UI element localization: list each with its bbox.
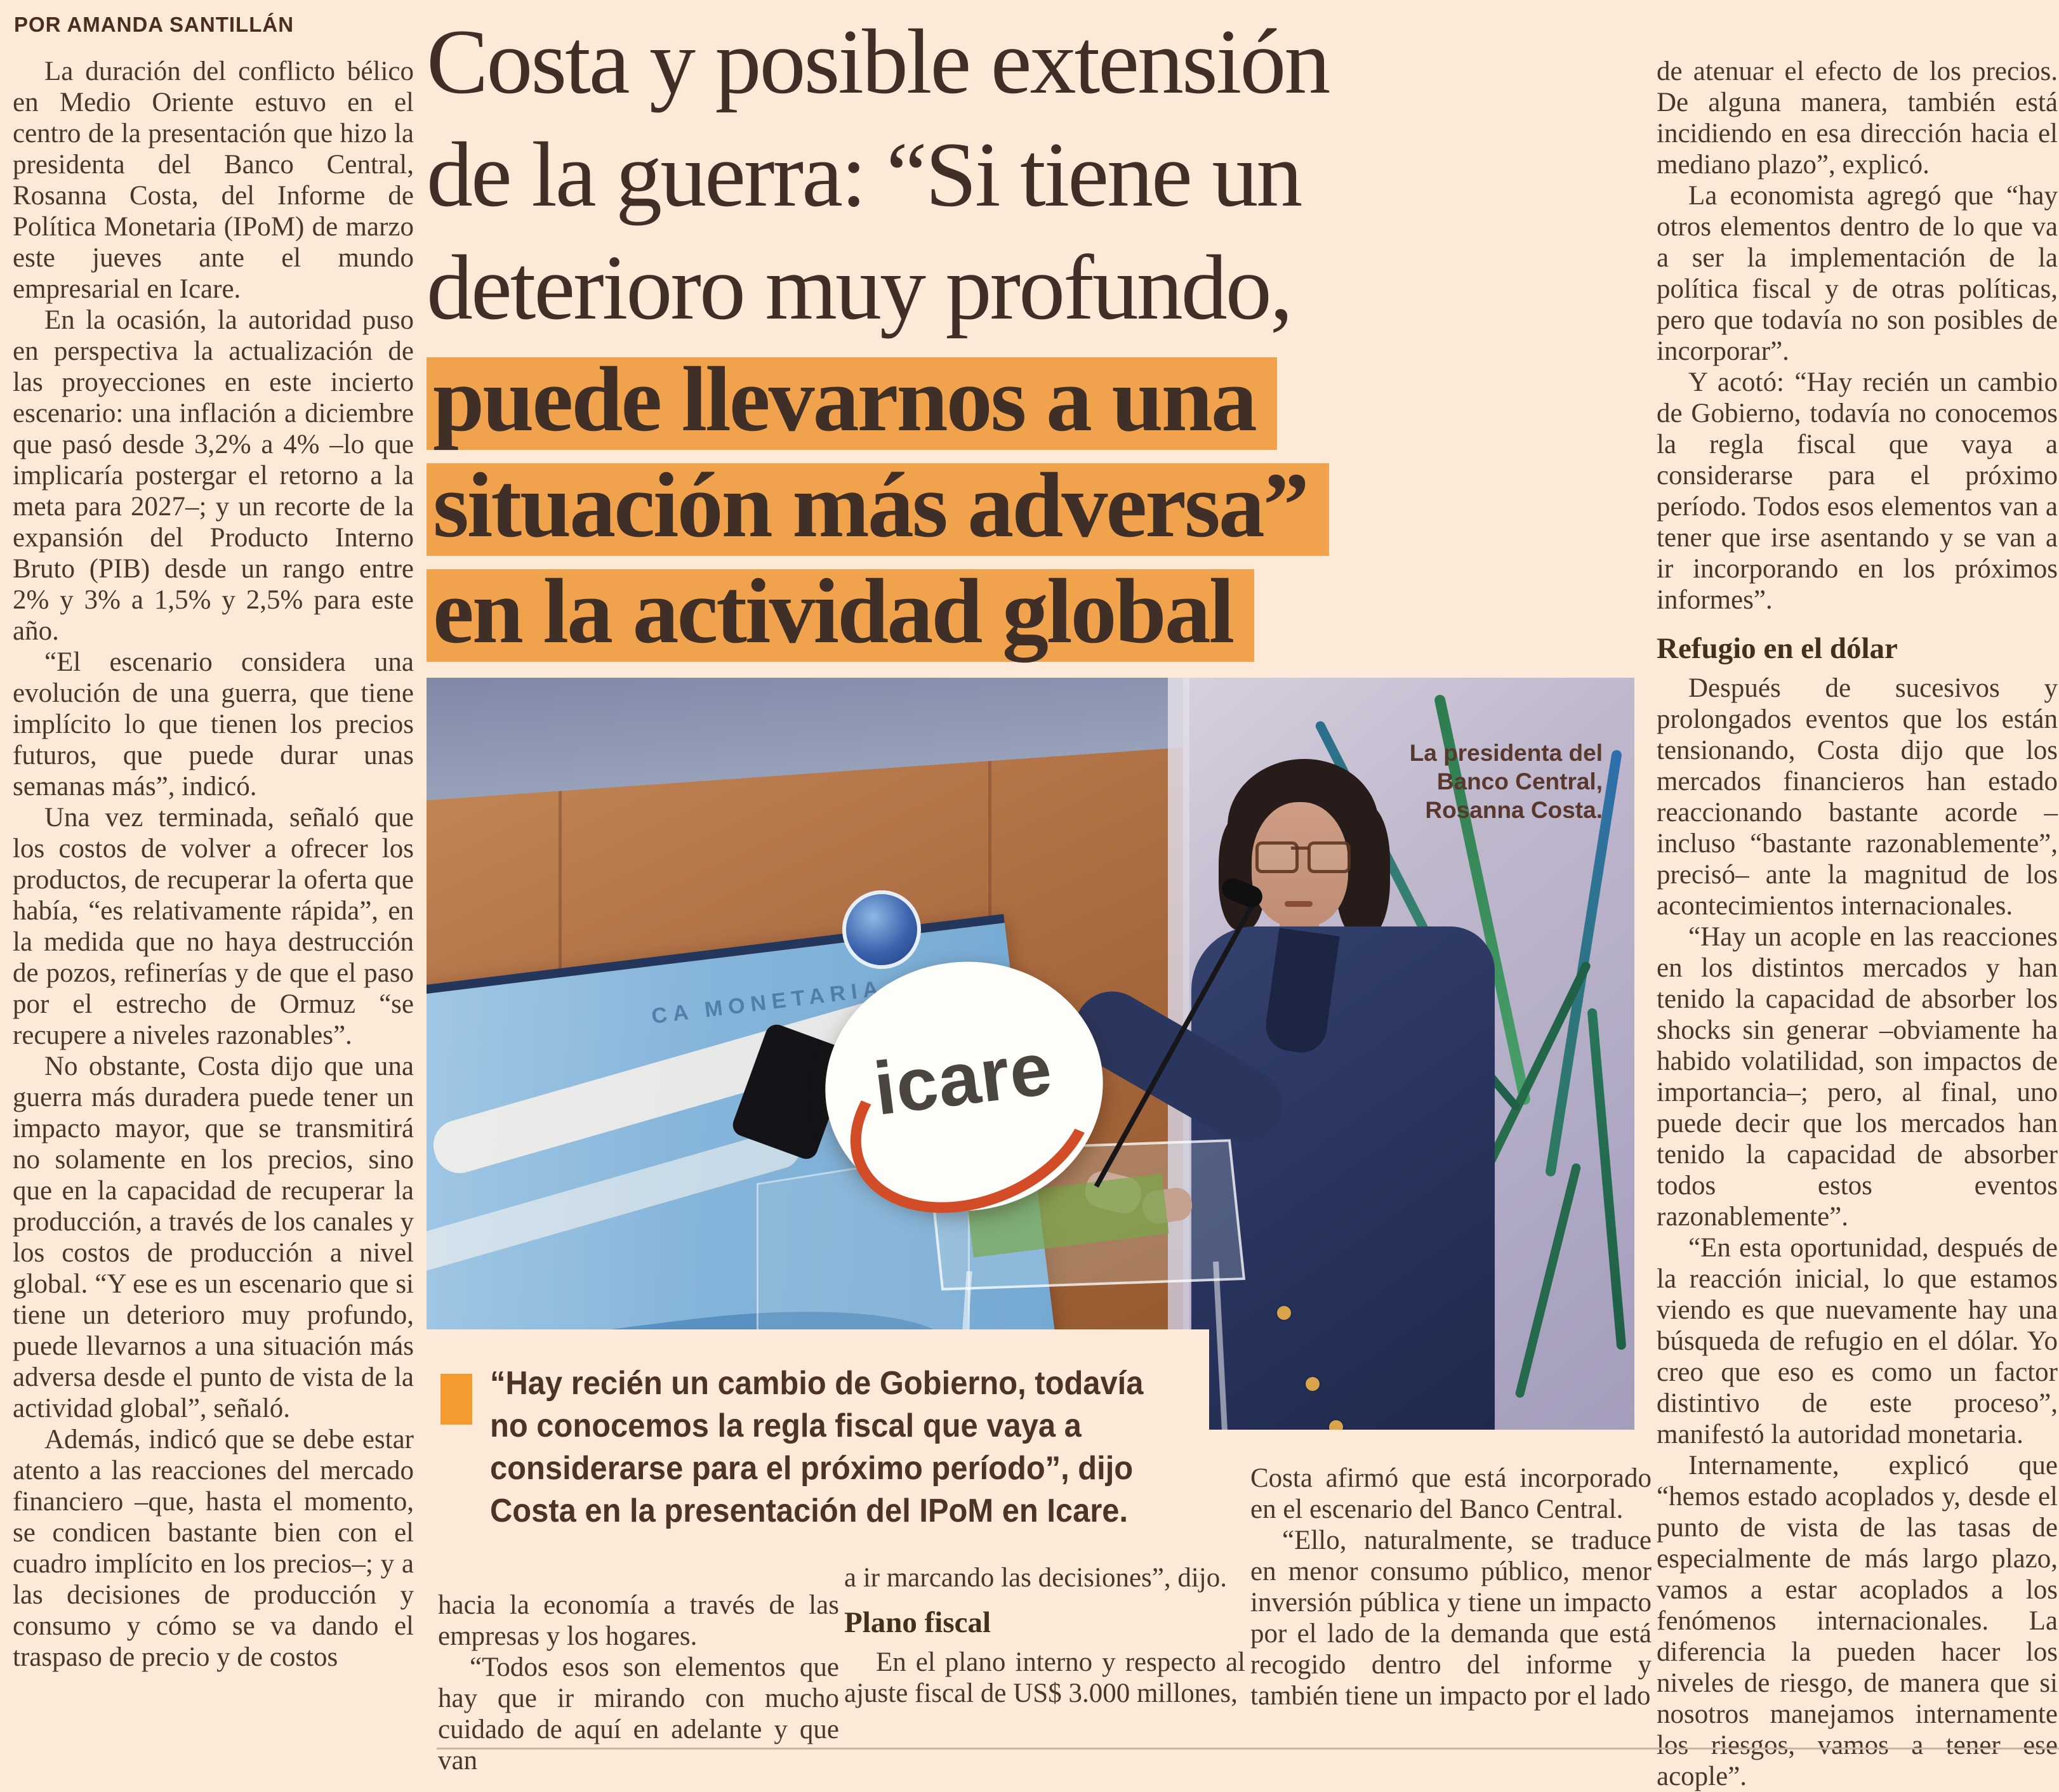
bottom-rule	[437, 1748, 2059, 1749]
subhead-plano-fiscal: Plano fiscal	[844, 1606, 991, 1639]
photo-wall-seam	[559, 678, 562, 1122]
paragraph: “Ello, naturalmente, se traduce en menor…	[1250, 1525, 1652, 1711]
paragraph: de atenuar el efecto de los precios. De …	[1657, 56, 2058, 180]
photo-wall-seam	[988, 678, 991, 1084]
pull-quote-text: “Hay recién un cambio de Gobierno, todav…	[490, 1365, 1144, 1529]
article-column-5: de atenuar el efecto de los precios. De …	[1657, 56, 2058, 1792]
jacket-button	[1277, 1306, 1291, 1320]
paragraph: Costa afirmó que está incorporado en el …	[1250, 1463, 1652, 1524]
paragraph: “El escenario considera una evolución de…	[13, 647, 414, 801]
headline-line: de la guerra: “Si tiene un	[427, 123, 1302, 226]
speaker-mouth	[1285, 901, 1313, 907]
article-column-1: La duración del conflicto bélico en Medi…	[13, 56, 414, 1673]
paragraph: Y acotó: “Hay recién un cambio de Gobier…	[1657, 367, 2058, 615]
headline-line: deterioro muy profundo,	[427, 236, 1293, 339]
headline-line: Costa y posible extensión	[427, 10, 1330, 113]
byline: POR AMANDA SANTILLÁN	[14, 13, 295, 36]
paragraph: “En esta oportunidad, después de la reac…	[1657, 1233, 2058, 1449]
paragraph: Después de sucesivos y prolongados event…	[1657, 673, 2058, 921]
paragraph: La duración del conflicto bélico en Medi…	[13, 56, 414, 304]
article-column-2: hacia la economía a través de las empres…	[438, 1590, 839, 1776]
photo-caption: La presidenta del Banco Central, Rosanna…	[1409, 740, 1603, 823]
headline: Costa y posible extensión de la guerra: …	[427, 5, 1639, 662]
news-photo: CA MONETARIA icare La presidenta del Ban…	[427, 678, 1634, 1430]
jacket-button	[1306, 1377, 1320, 1391]
pull-quote-bullet-icon	[440, 1374, 472, 1425]
paragraph: “Hay un acople en las reacciones en los …	[1657, 922, 2058, 1232]
paragraph: En la ocasión, la autoridad puso en pers…	[13, 305, 414, 646]
subhead-refugio-dolar: Refugio en el dólar	[1657, 632, 1898, 665]
headline-line-highlighted: en la actividad global	[427, 563, 1639, 662]
article-column-3: a ir marcando las decisiones”, dijo. Pla…	[844, 1562, 1245, 1709]
paragraph: No obstante, Costa dijo que una guerra m…	[13, 1051, 414, 1423]
headline-highlight: puede llevarnos a una	[427, 353, 1277, 450]
headline-highlight: situación más adversa”	[427, 459, 1329, 556]
headline-highlight: en la actividad global	[427, 565, 1255, 662]
paragraph: En el plano interno y respecto al ajuste…	[844, 1647, 1245, 1708]
glasses-bridge	[1291, 847, 1309, 850]
speaker-jacket	[1191, 926, 1495, 1430]
speaker-glasses	[1255, 841, 1351, 873]
paragraph: a ir marcando las decisiones”, dijo.	[844, 1563, 1227, 1593]
paragraph: La economista agregó que “hay otros elem…	[1657, 181, 2058, 366]
paragraph: Internamente, explicó que “hemos estado …	[1657, 1451, 2058, 1791]
headline-line-highlighted: puede llevarnos a una	[427, 352, 1639, 450]
headline-line-highlighted: situación más adversa”	[427, 458, 1639, 556]
paragraph: “Todos esos son elementos que hay que ir…	[438, 1652, 839, 1776]
glasses-lens	[1308, 841, 1351, 873]
jacket-button	[1329, 1420, 1343, 1430]
screen-logo-icon	[842, 890, 921, 969]
article-column-4: Costa afirmó que está incorporado en el …	[1250, 1463, 1652, 1711]
paragraph: Además, indicó que se debe estar atento …	[13, 1425, 414, 1672]
paragraph: hacia la economía a través de las empres…	[438, 1590, 839, 1651]
pull-quote: “Hay recién un cambio de Gobierno, todav…	[427, 1329, 1209, 1563]
paragraph: Una vez terminada, señaló que los costos…	[13, 803, 414, 1050]
